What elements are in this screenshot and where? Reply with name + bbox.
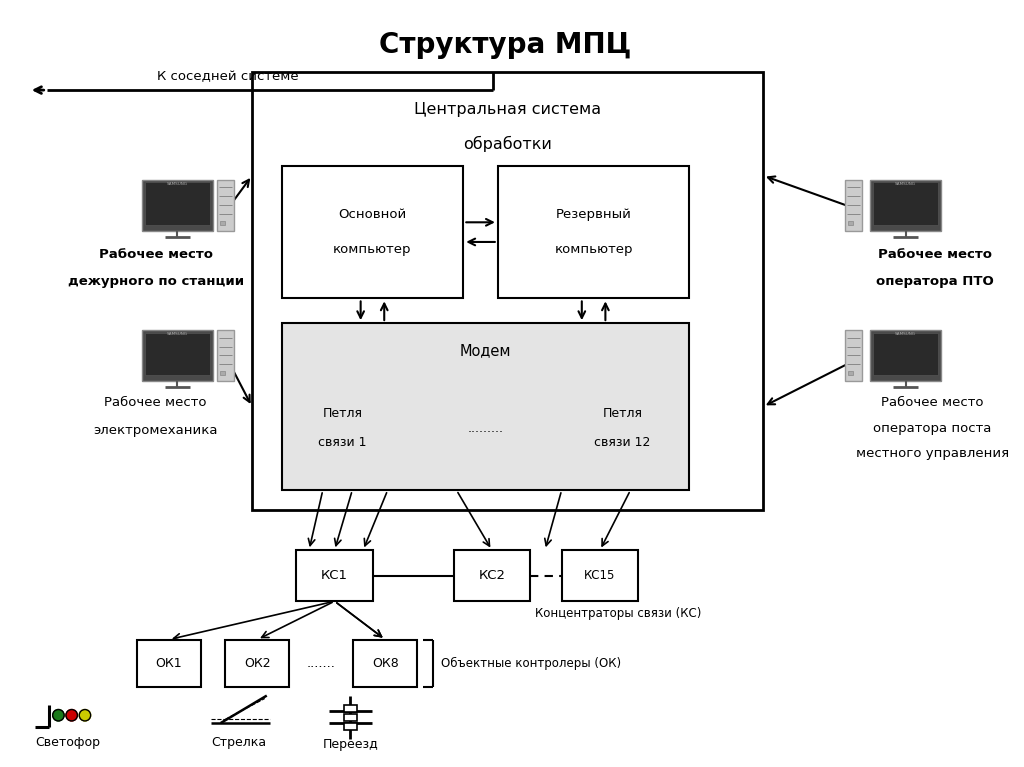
FancyBboxPatch shape xyxy=(296,550,373,601)
FancyBboxPatch shape xyxy=(144,333,210,375)
Text: Рабочее место: Рабочее место xyxy=(104,397,207,409)
FancyBboxPatch shape xyxy=(282,323,689,490)
Text: Петля: Петля xyxy=(323,407,362,420)
Text: Светофор: Светофор xyxy=(36,736,100,749)
FancyBboxPatch shape xyxy=(344,723,356,730)
FancyBboxPatch shape xyxy=(344,705,356,713)
Text: ОК2: ОК2 xyxy=(244,657,270,670)
FancyBboxPatch shape xyxy=(870,179,941,231)
FancyBboxPatch shape xyxy=(217,179,234,231)
Text: местного управления: местного управления xyxy=(856,447,1009,460)
Text: Концентраторы связи (КС): Концентраторы связи (КС) xyxy=(536,607,701,620)
FancyBboxPatch shape xyxy=(561,550,638,601)
FancyBboxPatch shape xyxy=(252,72,763,510)
FancyBboxPatch shape xyxy=(344,714,356,721)
Text: .........: ......... xyxy=(468,422,504,435)
Text: Структура МПЦ: Структура МПЦ xyxy=(379,31,631,59)
Text: Модем: Модем xyxy=(460,343,511,358)
FancyBboxPatch shape xyxy=(219,371,224,375)
Text: .......: ....... xyxy=(307,657,336,670)
Text: Переезд: Переезд xyxy=(323,738,378,751)
Circle shape xyxy=(66,709,78,721)
Text: оператора ПТО: оператора ПТО xyxy=(877,275,994,288)
Circle shape xyxy=(79,709,91,721)
FancyBboxPatch shape xyxy=(144,183,210,225)
Text: КС1: КС1 xyxy=(322,569,348,582)
FancyBboxPatch shape xyxy=(353,640,417,686)
FancyBboxPatch shape xyxy=(870,330,941,381)
Text: SAMSUNG: SAMSUNG xyxy=(895,182,916,186)
Text: обработки: обработки xyxy=(463,136,552,152)
Text: компьютер: компьютер xyxy=(333,243,412,256)
FancyBboxPatch shape xyxy=(217,330,234,381)
Text: оператора поста: оператора поста xyxy=(873,422,991,435)
Text: Объектные контролеры (ОК): Объектные контролеры (ОК) xyxy=(440,657,621,670)
Text: связи 1: связи 1 xyxy=(318,436,367,449)
FancyBboxPatch shape xyxy=(848,371,853,375)
Text: Основной: Основной xyxy=(338,208,407,221)
Text: Рабочее место: Рабочее место xyxy=(98,248,213,261)
Text: К соседней системе: К соседней системе xyxy=(157,70,298,83)
Text: КС15: КС15 xyxy=(585,569,615,582)
Text: компьютер: компьютер xyxy=(554,243,633,256)
FancyBboxPatch shape xyxy=(219,221,224,225)
FancyBboxPatch shape xyxy=(142,179,213,231)
Text: ОК1: ОК1 xyxy=(156,657,182,670)
FancyBboxPatch shape xyxy=(282,166,464,298)
Text: связи 12: связи 12 xyxy=(594,436,651,449)
Text: Центральная система: Центральная система xyxy=(414,102,601,117)
Text: Рабочее место: Рабочее место xyxy=(881,397,983,409)
FancyBboxPatch shape xyxy=(845,179,862,231)
Text: SAMSUNG: SAMSUNG xyxy=(167,182,187,186)
FancyBboxPatch shape xyxy=(225,640,290,686)
FancyBboxPatch shape xyxy=(137,640,201,686)
FancyBboxPatch shape xyxy=(873,333,938,375)
FancyBboxPatch shape xyxy=(873,183,938,225)
Text: SAMSUNG: SAMSUNG xyxy=(895,332,916,337)
FancyBboxPatch shape xyxy=(142,330,213,381)
FancyBboxPatch shape xyxy=(848,221,853,225)
FancyBboxPatch shape xyxy=(454,550,530,601)
Text: Стрелка: Стрелка xyxy=(212,736,267,749)
FancyBboxPatch shape xyxy=(845,330,862,381)
Text: электромеханика: электромеханика xyxy=(93,423,218,436)
Text: КС2: КС2 xyxy=(478,569,506,582)
Text: Петля: Петля xyxy=(602,407,643,420)
Text: ОК8: ОК8 xyxy=(372,657,398,670)
Text: Резервный: Резервный xyxy=(556,208,632,221)
Text: SAMSUNG: SAMSUNG xyxy=(167,332,187,337)
Text: дежурного по станции: дежурного по станции xyxy=(68,275,244,288)
FancyBboxPatch shape xyxy=(498,166,689,298)
Text: Рабочее место: Рабочее место xyxy=(879,248,992,261)
Circle shape xyxy=(52,709,65,721)
